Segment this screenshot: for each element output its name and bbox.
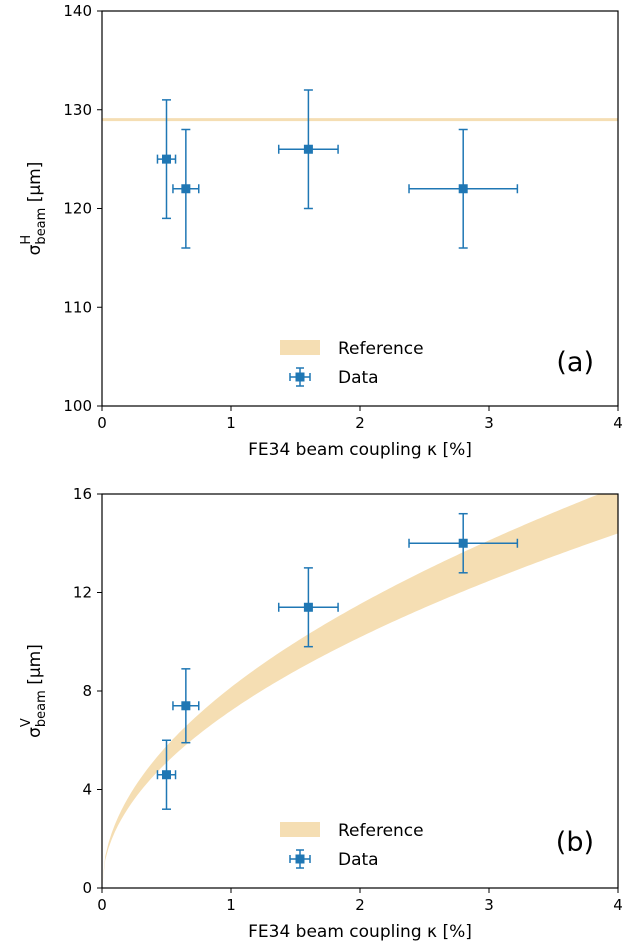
data-point	[157, 100, 175, 219]
y-axis-label-subscript: beam	[34, 208, 49, 245]
data-marker	[459, 539, 468, 548]
y-axis-ticks: 100 110 120 130 140	[63, 2, 102, 415]
x-axis-ticks: 0 1 2 3 4	[97, 888, 623, 914]
data-marker	[181, 184, 190, 193]
legend-reference-label: Reference	[338, 339, 424, 359]
x-tick-label: 0	[97, 414, 107, 432]
y-tick-label: 120	[63, 200, 92, 218]
data-marker	[304, 145, 313, 154]
x-tick-label: 2	[355, 414, 365, 432]
data-point	[409, 130, 517, 249]
x-tick-label: 3	[484, 896, 494, 914]
legend-data-label: Data	[338, 368, 379, 388]
legend-data-label: Data	[338, 850, 379, 870]
legend-marker-square	[296, 855, 305, 864]
legend-reference-label: Reference	[338, 821, 424, 841]
legend-data-marker	[290, 850, 310, 868]
panel-tag: (b)	[556, 827, 594, 858]
y-axis-label-unit: [μm]	[25, 162, 45, 208]
y-axis-label-superscript: V	[19, 718, 34, 727]
x-tick-label: 0	[97, 896, 107, 914]
y-tick-label: 12	[73, 584, 92, 602]
y-tick-label: 0	[82, 879, 92, 897]
y-axis-ticks: 0 4 8 12 16	[73, 485, 102, 897]
reference-band	[102, 118, 618, 121]
y-tick-label: 4	[82, 781, 92, 799]
data-series	[157, 514, 517, 810]
y-tick-label: 100	[63, 397, 92, 415]
data-series	[157, 90, 517, 248]
panel-a: 0 1 2 3 4 100 110 120 130 140 FE34 beam coupling…	[19, 2, 623, 460]
data-marker	[304, 603, 313, 612]
y-axis-label: σbeamH [μm]	[19, 162, 49, 256]
x-tick-label: 3	[484, 414, 494, 432]
x-tick-label: 1	[226, 414, 236, 432]
legend-reference-swatch	[280, 340, 320, 355]
y-tick-label: 110	[63, 298, 92, 316]
y-axis-label: σbeamV [μm]	[19, 644, 49, 738]
panel-tag: (a)	[556, 347, 594, 378]
data-point	[279, 90, 338, 209]
y-tick-label: 16	[73, 485, 92, 503]
reference-line	[102, 118, 618, 121]
y-tick-label: 130	[63, 101, 92, 119]
y-axis-label-symbol: σ	[25, 727, 45, 738]
x-tick-label: 4	[613, 414, 623, 432]
y-tick-label: 140	[63, 2, 92, 20]
legend: Reference Data	[280, 821, 424, 870]
x-tick-label: 2	[355, 896, 365, 914]
y-axis-label-superscript: H	[19, 235, 34, 245]
legend-marker-square	[296, 373, 305, 382]
x-tick-label: 1	[226, 896, 236, 914]
legend: Reference Data	[280, 339, 424, 388]
data-point	[173, 130, 199, 249]
data-marker	[162, 155, 171, 164]
y-tick-label: 8	[82, 682, 92, 700]
x-axis-label: FE34 beam coupling κ [%]	[248, 922, 472, 942]
legend-data-marker	[290, 368, 310, 386]
y-axis-label-subscript: beam	[34, 690, 49, 727]
legend-reference-swatch	[280, 822, 320, 837]
y-axis-label-symbol: σ	[25, 244, 45, 255]
x-axis-label: FE34 beam coupling κ [%]	[248, 440, 472, 460]
y-axis-label-unit: [μm]	[25, 644, 45, 690]
data-marker	[459, 184, 468, 193]
data-marker	[162, 770, 171, 779]
x-axis-ticks: 0 1 2 3 4	[97, 406, 623, 432]
data-marker	[181, 701, 190, 710]
x-tick-label: 4	[613, 896, 623, 914]
